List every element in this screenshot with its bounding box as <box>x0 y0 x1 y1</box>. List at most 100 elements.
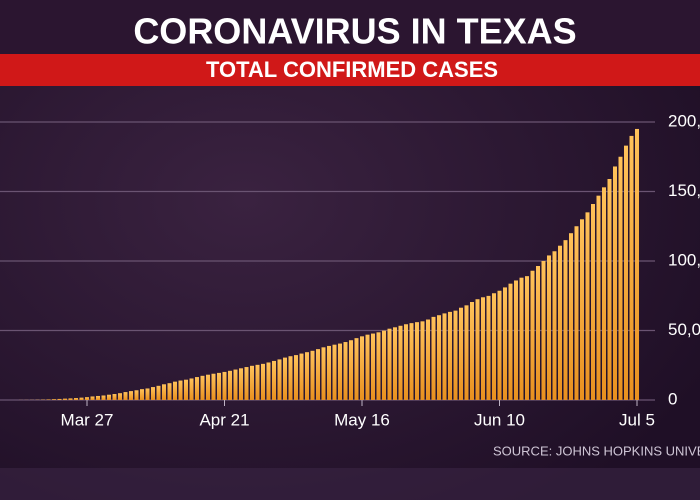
bar <box>514 280 518 400</box>
bar <box>448 311 452 400</box>
title-band <box>0 0 700 54</box>
bar <box>431 316 436 400</box>
bar <box>283 357 287 400</box>
bar <box>211 373 216 400</box>
bar <box>310 350 315 400</box>
bar <box>602 187 606 400</box>
bar <box>228 370 232 400</box>
subtitle-banner <box>0 54 700 86</box>
bar <box>272 360 276 400</box>
bar <box>261 363 265 400</box>
bar <box>371 333 375 400</box>
x-tick-label: Mar 27 <box>61 410 114 429</box>
y-tick-label: 0 <box>668 389 677 408</box>
bar <box>536 266 540 400</box>
bar <box>162 384 166 400</box>
bar <box>607 178 612 400</box>
bar <box>541 261 546 400</box>
bar <box>327 345 331 400</box>
bar <box>415 322 419 400</box>
bar <box>591 204 595 400</box>
bar <box>305 352 309 400</box>
bar <box>387 328 392 400</box>
bar <box>569 233 573 400</box>
bar <box>453 310 458 400</box>
bar <box>618 156 623 400</box>
x-tick-label: Jul 5 <box>619 410 655 429</box>
bar <box>233 369 238 400</box>
bar <box>74 398 78 400</box>
bar <box>250 365 254 400</box>
bar <box>547 255 551 400</box>
y-tick-label: 150,000 <box>668 181 700 200</box>
bar <box>134 390 139 400</box>
bar <box>46 399 51 400</box>
bar <box>294 355 298 400</box>
bar <box>195 377 199 400</box>
bar <box>184 379 188 400</box>
bar <box>239 368 243 400</box>
bar <box>338 343 342 400</box>
bar <box>167 383 172 400</box>
y-tick-label: 200,000 <box>668 111 700 130</box>
chart-subtitle: TOTAL CONFIRMED CASES <box>206 57 498 82</box>
bar <box>52 399 56 400</box>
bar <box>140 389 144 400</box>
bar <box>376 332 381 400</box>
bar <box>365 334 370 400</box>
bar <box>398 325 403 400</box>
bar <box>244 367 249 400</box>
bar <box>409 323 414 400</box>
bar <box>85 397 89 400</box>
bar <box>151 387 155 400</box>
bar <box>492 293 496 400</box>
bar <box>178 380 183 400</box>
bar <box>497 290 502 400</box>
bar <box>426 319 430 400</box>
bar <box>129 391 133 400</box>
bar <box>481 297 485 400</box>
bar <box>145 388 150 400</box>
bar <box>112 394 117 400</box>
bar <box>277 359 282 400</box>
bar <box>635 128 639 400</box>
bar <box>266 362 271 400</box>
bar <box>585 212 590 400</box>
bar <box>442 313 447 400</box>
bar <box>96 395 100 400</box>
bar <box>552 251 557 400</box>
bar <box>118 393 122 400</box>
x-tick-label: Jun 10 <box>474 410 525 429</box>
bar <box>107 394 111 400</box>
bar <box>624 145 628 400</box>
bar <box>558 245 562 400</box>
bar <box>464 305 469 400</box>
bar <box>123 392 128 400</box>
bar <box>530 270 535 400</box>
bar <box>90 396 95 400</box>
bar <box>629 135 634 400</box>
bar <box>321 347 326 400</box>
bar <box>563 240 568 400</box>
bar <box>360 336 364 400</box>
y-tick-label: 100,000 <box>668 250 700 269</box>
bar <box>393 327 397 400</box>
source-note: SOURCE: JOHNS HOPKINS UNIVERSITY <box>493 443 700 458</box>
bar <box>475 299 480 400</box>
bar <box>349 340 353 400</box>
bar <box>316 349 320 400</box>
chart-title: CORONAVIRUS IN TEXAS <box>133 11 576 52</box>
bar <box>206 374 210 400</box>
bar <box>68 398 73 400</box>
bar <box>503 287 507 400</box>
bar <box>613 166 617 400</box>
bar <box>156 385 161 400</box>
bar <box>459 307 463 400</box>
bottom-band <box>0 468 700 500</box>
bar <box>255 364 260 400</box>
bar <box>420 321 425 400</box>
bar <box>299 353 304 400</box>
bar <box>101 395 106 400</box>
